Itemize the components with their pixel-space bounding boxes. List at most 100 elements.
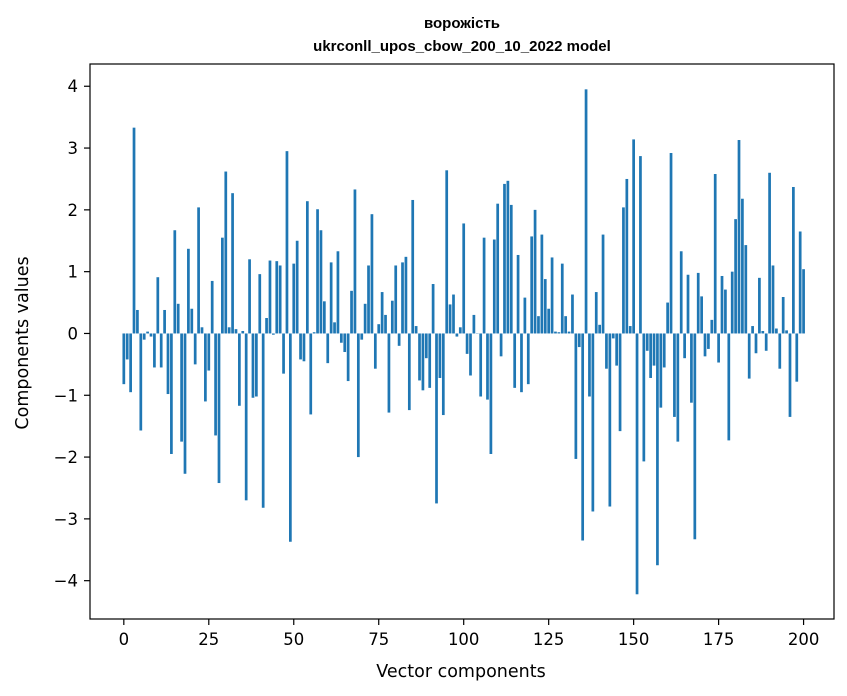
bar-183 xyxy=(744,245,748,334)
bar-25 xyxy=(207,333,211,371)
bar-26 xyxy=(210,280,214,334)
bar-52 xyxy=(299,333,302,360)
bar-86 xyxy=(414,326,418,334)
y-tick-label: −2 xyxy=(54,448,78,467)
bar-177 xyxy=(724,289,727,334)
bar-87 xyxy=(418,333,421,381)
bar-100 xyxy=(462,223,466,334)
bar-126 xyxy=(550,257,554,334)
bar-93 xyxy=(438,333,442,378)
bar-17 xyxy=(180,333,183,442)
bar-28 xyxy=(217,333,221,484)
bar-59 xyxy=(322,301,326,334)
bar-46 xyxy=(278,265,282,334)
y-tick-label: −1 xyxy=(54,386,78,405)
bar-148 xyxy=(625,178,629,334)
bar-23 xyxy=(200,327,204,334)
bar-175 xyxy=(717,333,720,363)
bar-32 xyxy=(231,193,234,334)
bar-6 xyxy=(142,333,146,340)
bar-0 xyxy=(122,333,126,385)
bar-169 xyxy=(696,272,700,334)
bar-62 xyxy=(333,322,336,334)
bar-69 xyxy=(356,333,360,458)
bar-171 xyxy=(703,333,707,357)
bar-47 xyxy=(282,333,285,374)
bar-1 xyxy=(125,333,129,360)
bar-164 xyxy=(679,251,683,334)
bar-97 xyxy=(452,294,455,334)
x-tick-label: 25 xyxy=(198,630,219,649)
bar-29 xyxy=(221,237,224,334)
y-tick-label: −3 xyxy=(54,510,78,529)
bar-70 xyxy=(360,333,364,340)
bar-132 xyxy=(571,294,574,334)
y-tick-label: 4 xyxy=(68,77,79,96)
bar-124 xyxy=(543,279,547,334)
bar-130 xyxy=(564,316,568,334)
bar-139 xyxy=(594,292,598,334)
bar-112 xyxy=(503,183,506,334)
bar-152 xyxy=(639,156,642,334)
bar-162 xyxy=(673,333,676,417)
bar-117 xyxy=(520,333,523,393)
bar-49 xyxy=(289,333,292,542)
bar-116 xyxy=(516,254,520,334)
bar-156 xyxy=(652,333,656,366)
bar-45 xyxy=(275,261,279,334)
y-tick-label: 2 xyxy=(68,201,79,220)
bar-147 xyxy=(622,207,625,334)
bar-48 xyxy=(285,151,289,334)
bar-55 xyxy=(309,333,313,415)
bar-66 xyxy=(346,333,350,382)
bar-92 xyxy=(435,333,438,504)
bar-91 xyxy=(431,284,435,334)
bar-24 xyxy=(204,333,207,402)
bar-195 xyxy=(785,330,788,334)
bar-68 xyxy=(353,189,357,334)
bar-160 xyxy=(666,302,669,334)
bar-121 xyxy=(533,209,537,334)
bar-110 xyxy=(496,203,500,334)
bar-172 xyxy=(707,333,710,349)
x-tick-label: 75 xyxy=(368,630,389,649)
x-tick-label: 100 xyxy=(448,630,480,649)
bar-15 xyxy=(173,230,177,334)
bar-3 xyxy=(132,127,136,334)
bar-150 xyxy=(632,139,635,334)
x-tick-label: 0 xyxy=(119,630,130,649)
bar-128 xyxy=(557,332,561,334)
bar-106 xyxy=(482,237,486,334)
bar-65 xyxy=(343,333,347,353)
bar-51 xyxy=(295,240,299,334)
bar-167 xyxy=(690,333,693,403)
bar-4 xyxy=(136,309,139,334)
y-tick-label: 3 xyxy=(68,139,79,158)
bar-113 xyxy=(506,180,510,334)
bar-173 xyxy=(710,319,714,334)
bar-153 xyxy=(642,333,646,462)
bar-8 xyxy=(149,333,153,337)
bar-170 xyxy=(700,296,703,334)
x-tick-label: 50 xyxy=(283,630,304,649)
bar-77 xyxy=(384,314,387,334)
bar-194 xyxy=(781,297,785,334)
bar-82 xyxy=(401,262,404,334)
chart-subtitle: ukrconll_upos_cbow_200_10_2022 model xyxy=(313,38,611,55)
bar-178 xyxy=(727,333,731,441)
bar-72 xyxy=(367,265,370,334)
bar-163 xyxy=(676,333,680,442)
bar-34 xyxy=(238,333,241,406)
bar-98 xyxy=(455,333,459,337)
bar-84 xyxy=(407,333,411,411)
bar-134 xyxy=(577,333,581,348)
bar-58 xyxy=(319,230,323,334)
y-axis-label: Components values xyxy=(13,256,33,429)
bar-9 xyxy=(153,333,156,368)
bar-80 xyxy=(394,265,398,334)
bar-157 xyxy=(656,333,659,566)
bar-133 xyxy=(574,333,578,459)
bar-102 xyxy=(469,333,472,376)
bar-199 xyxy=(798,231,802,334)
